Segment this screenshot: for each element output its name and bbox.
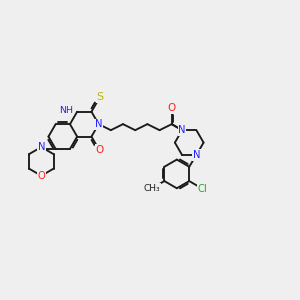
Text: CH₃: CH₃ [143,184,160,193]
Text: O: O [95,145,103,155]
Text: N: N [95,119,102,129]
Text: S: S [96,92,103,102]
Text: NH: NH [60,106,74,115]
Text: Cl: Cl [197,184,207,194]
Text: N: N [178,125,186,135]
Text: N: N [38,142,45,152]
Text: O: O [168,103,176,113]
Text: N: N [193,150,200,160]
Text: O: O [38,171,45,181]
